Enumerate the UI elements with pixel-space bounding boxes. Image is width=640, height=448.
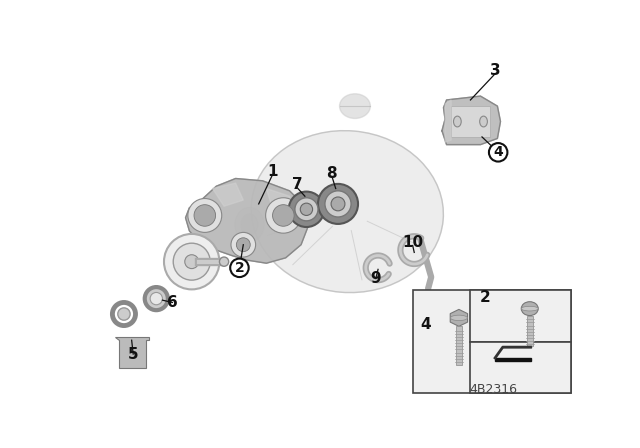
Text: 7: 7 xyxy=(292,177,303,192)
Circle shape xyxy=(230,258,249,277)
Text: 5: 5 xyxy=(128,347,138,362)
Text: 2: 2 xyxy=(480,289,490,305)
Polygon shape xyxy=(442,96,500,145)
FancyBboxPatch shape xyxy=(413,290,570,392)
Ellipse shape xyxy=(340,94,371,118)
Ellipse shape xyxy=(194,205,216,226)
Ellipse shape xyxy=(289,192,324,227)
Ellipse shape xyxy=(150,293,163,305)
Ellipse shape xyxy=(454,116,461,127)
Ellipse shape xyxy=(266,198,301,233)
Text: 10: 10 xyxy=(402,235,423,250)
Ellipse shape xyxy=(241,214,258,236)
FancyBboxPatch shape xyxy=(527,315,533,346)
Polygon shape xyxy=(495,358,531,361)
Polygon shape xyxy=(451,106,490,137)
Ellipse shape xyxy=(295,198,318,221)
Text: 4B2316: 4B2316 xyxy=(470,383,518,396)
Ellipse shape xyxy=(325,191,351,217)
Polygon shape xyxy=(450,310,468,326)
Ellipse shape xyxy=(188,198,221,233)
Text: 1: 1 xyxy=(268,164,278,179)
Ellipse shape xyxy=(300,203,312,215)
Polygon shape xyxy=(212,183,243,206)
Ellipse shape xyxy=(251,131,444,293)
Polygon shape xyxy=(445,100,451,142)
Polygon shape xyxy=(115,337,148,368)
Text: 4: 4 xyxy=(493,145,503,159)
Ellipse shape xyxy=(273,205,294,226)
Ellipse shape xyxy=(521,306,538,311)
FancyBboxPatch shape xyxy=(470,290,570,342)
FancyBboxPatch shape xyxy=(456,326,462,365)
Ellipse shape xyxy=(480,116,488,127)
Ellipse shape xyxy=(145,287,168,310)
Ellipse shape xyxy=(220,257,228,266)
Text: 2: 2 xyxy=(235,261,244,275)
Ellipse shape xyxy=(231,233,255,257)
Ellipse shape xyxy=(451,315,467,321)
Text: 9: 9 xyxy=(371,271,381,286)
Ellipse shape xyxy=(185,255,198,269)
Text: 8: 8 xyxy=(326,166,337,181)
Ellipse shape xyxy=(118,308,130,320)
FancyBboxPatch shape xyxy=(470,342,570,392)
Text: 4: 4 xyxy=(420,317,431,332)
Ellipse shape xyxy=(318,184,358,224)
Ellipse shape xyxy=(235,207,264,242)
Ellipse shape xyxy=(521,302,538,315)
Ellipse shape xyxy=(164,234,220,289)
Circle shape xyxy=(489,143,508,162)
Ellipse shape xyxy=(236,238,250,252)
Text: 3: 3 xyxy=(490,63,500,78)
Polygon shape xyxy=(186,178,308,263)
Polygon shape xyxy=(266,189,296,220)
Ellipse shape xyxy=(173,243,210,280)
Text: 6: 6 xyxy=(167,295,178,310)
Ellipse shape xyxy=(331,197,345,211)
